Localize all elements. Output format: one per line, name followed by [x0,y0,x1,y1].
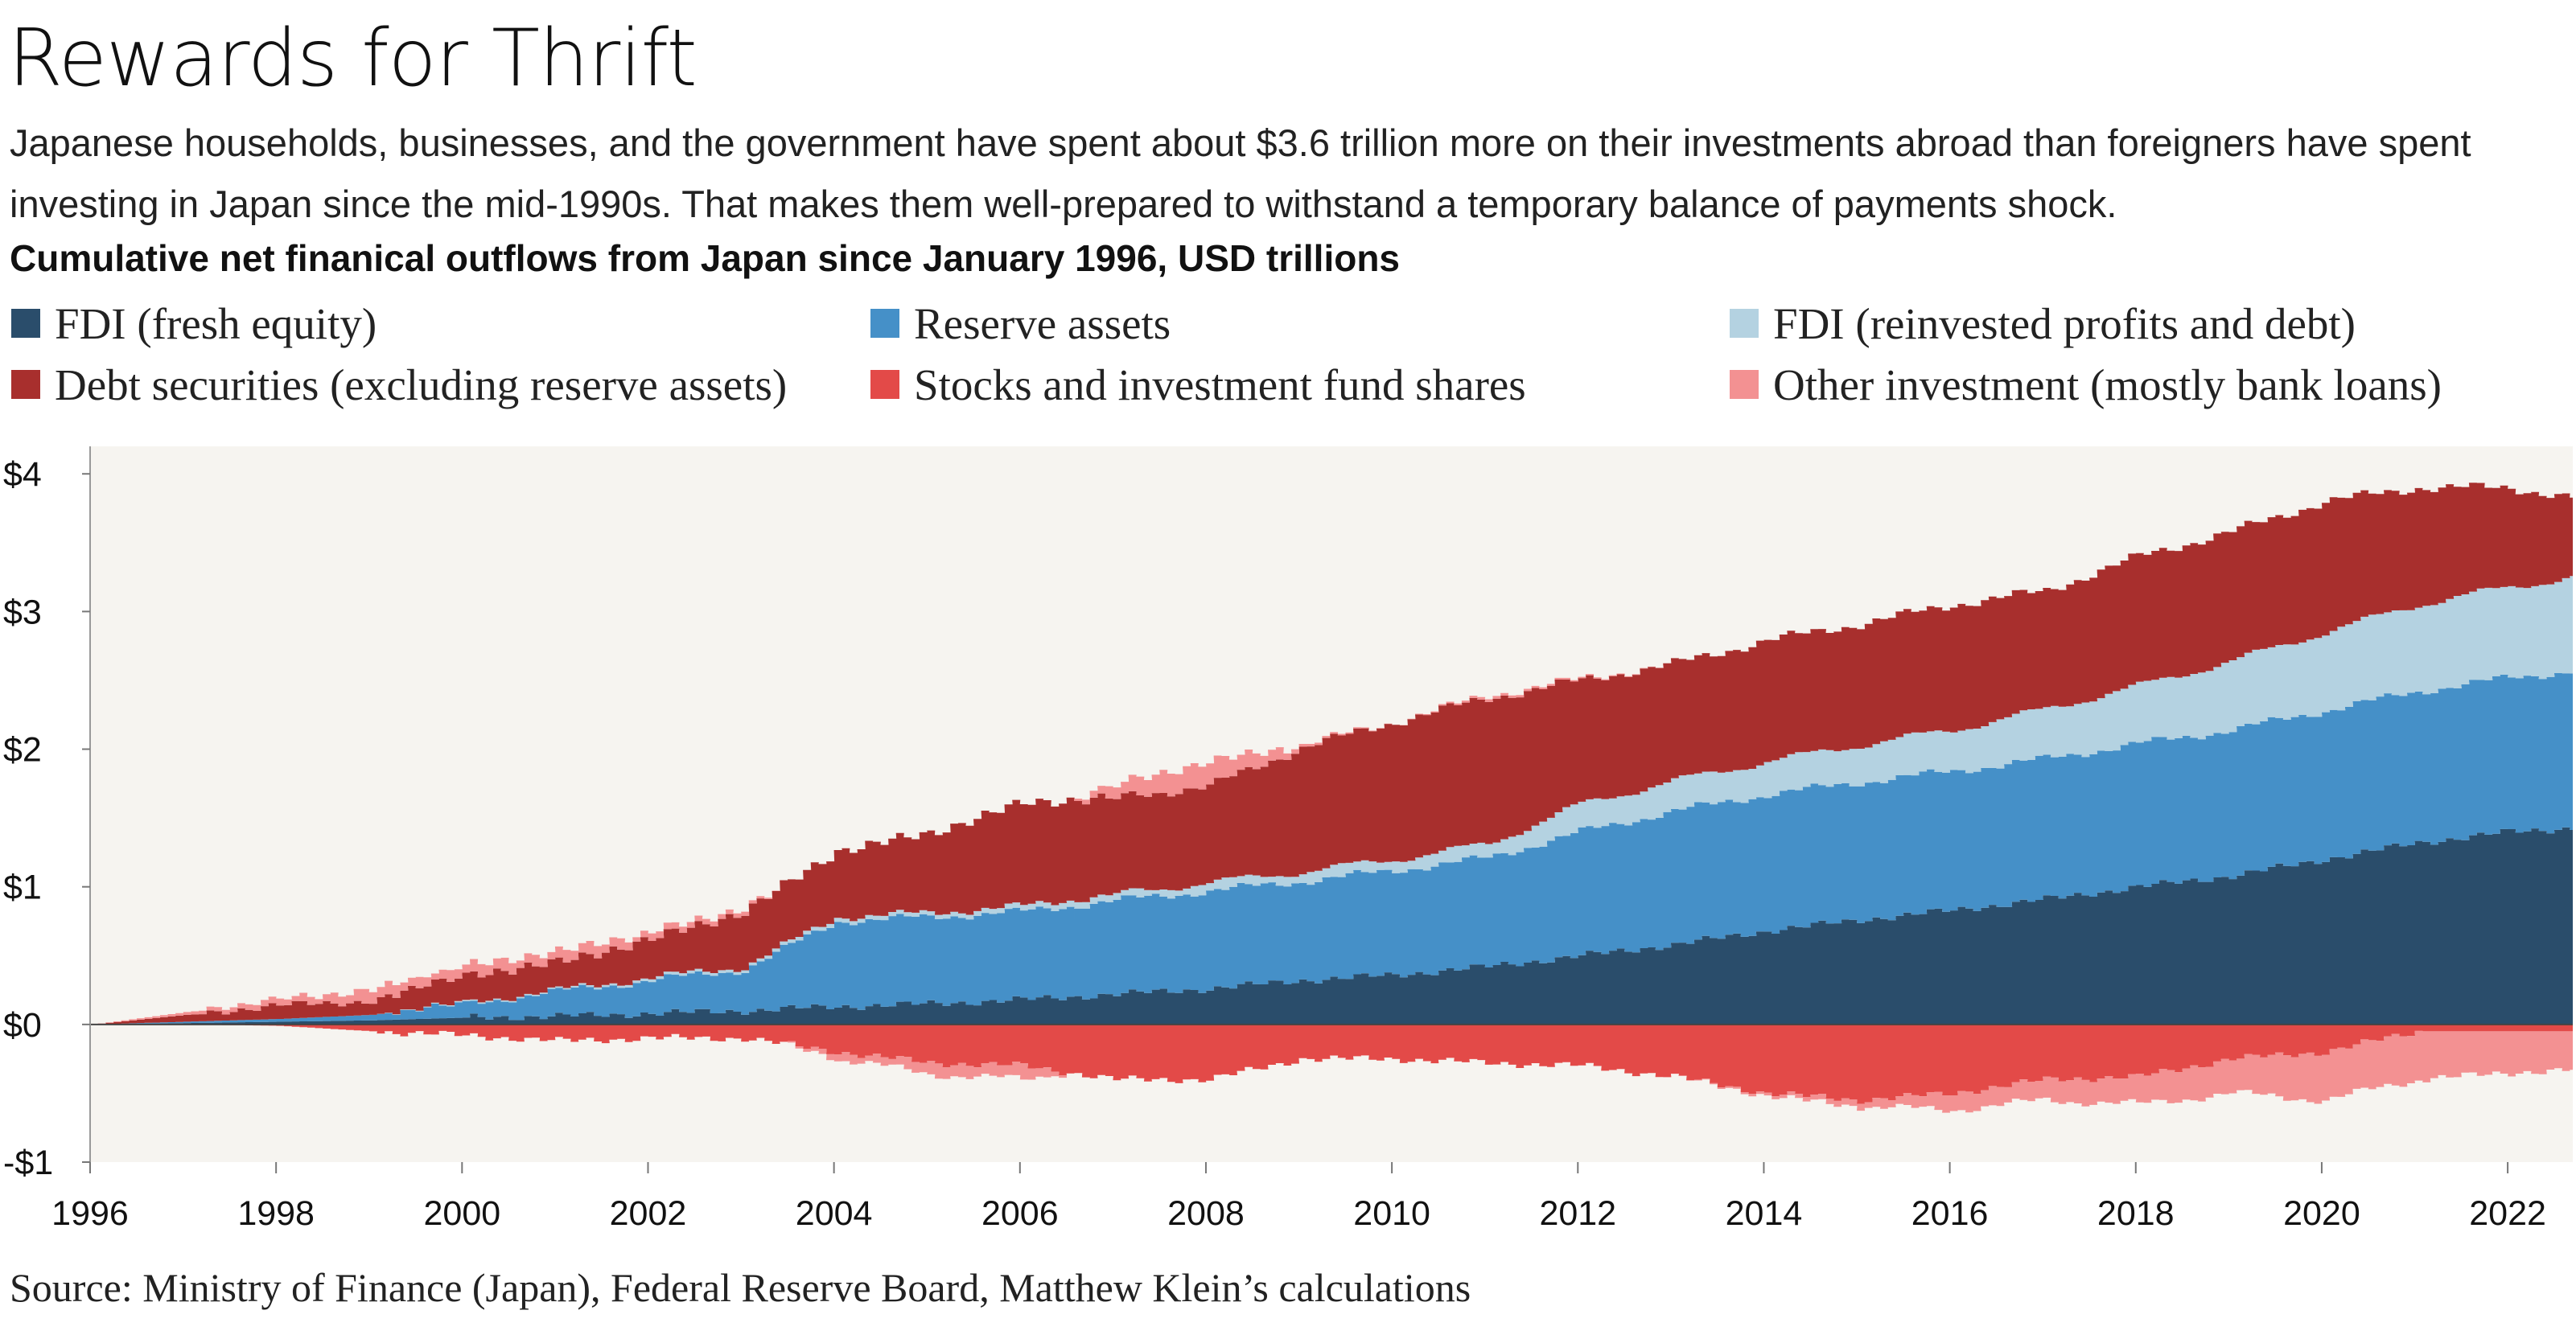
area-reserve-assets [90,673,2573,1025]
legend-label: Other investment (mostly bank loans) [1773,359,2442,409]
x-tick-label: 1996 [51,1194,129,1233]
legend-swatch [11,370,40,399]
legend-swatch [1730,370,1759,399]
chart-plot: $4 $3 $2 $1 $0 -$1 1996 1998 2000 2002 2004 2006 20… [3,446,2573,1233]
legend-item-reserve-assets: Reserve assets [870,298,1171,348]
legend-item-debt-securities: Debt securities (excluding reserve asset… [11,360,787,409]
legend-swatch [1730,309,1759,338]
x-tick-label: 2010 [1353,1194,1430,1233]
chart-heading: Cumulative net finanical outflows from J… [10,237,1401,279]
x-tick-label: 2002 [610,1194,687,1233]
y-tick-label: $2 [3,731,42,770]
y-axis-ticks: $4 $3 $2 $1 $0 -$1 [3,455,90,1182]
x-tick-label: 2008 [1167,1194,1245,1233]
legend-item-other-investment: Other investment (mostly bank loans) [1730,360,2442,409]
x-tick-label: 2016 [1911,1194,1989,1233]
area-fdi-fresh-equity [90,827,2573,1025]
x-tick-label: 2022 [2469,1194,2546,1233]
legend-label: FDI (fresh equity) [55,298,377,348]
x-tick-label: 2000 [423,1194,500,1233]
y-tick-label: $4 [3,455,42,494]
chart-title: Rewards for Thrift [8,13,697,105]
x-tick-label: 1998 [237,1194,315,1233]
x-tick-label: 2012 [1539,1194,1616,1233]
legend-label: FDI (reinvested profits and debt) [1773,298,2356,348]
area-other-investment-mostly-bank-loans [90,658,2573,1113]
x-axis-ticks: 1996 1998 2000 2002 2004 2006 2008 2010 2012 2014… [51,1162,2546,1233]
legend-swatch [870,309,899,338]
legend-label: Reserve assets [914,298,1171,348]
stacked-areas [90,483,2573,1113]
legend-label: Debt securities (excluding reserve asset… [55,359,788,409]
legend-item-fdi-fresh-equity: FDI (fresh equity) [11,298,377,348]
x-tick-label: 2018 [2097,1194,2175,1233]
x-tick-label: 2014 [1726,1194,1803,1233]
legend-swatch [870,370,899,399]
x-tick-label: 2006 [981,1194,1059,1233]
legend-label: Stocks and investment fund shares [914,359,1526,409]
y-tick-label: $3 [3,593,42,631]
area-stocks-and-investment-fund-shares [90,1014,2573,1104]
source-note: Source: Ministry of Finance (Japan), Fed… [10,1265,1471,1310]
x-tick-label: 2020 [2283,1194,2360,1233]
area-debt-securities-excluding-reserve-assets [90,483,2573,1025]
chart-subtitle: Japanese households, businesses, and the… [10,121,2471,225]
legend-item-fdi-reinvested: FDI (reinvested profits and debt) [1730,298,2356,348]
y-tick-label: $0 [3,1006,42,1045]
legend-item-stocks-funds: Stocks and investment fund shares [870,360,1526,409]
y-tick-label: -$1 [3,1144,53,1182]
x-tick-label: 2004 [796,1194,873,1233]
y-tick-label: $1 [3,869,42,907]
legend-swatch [11,309,40,338]
